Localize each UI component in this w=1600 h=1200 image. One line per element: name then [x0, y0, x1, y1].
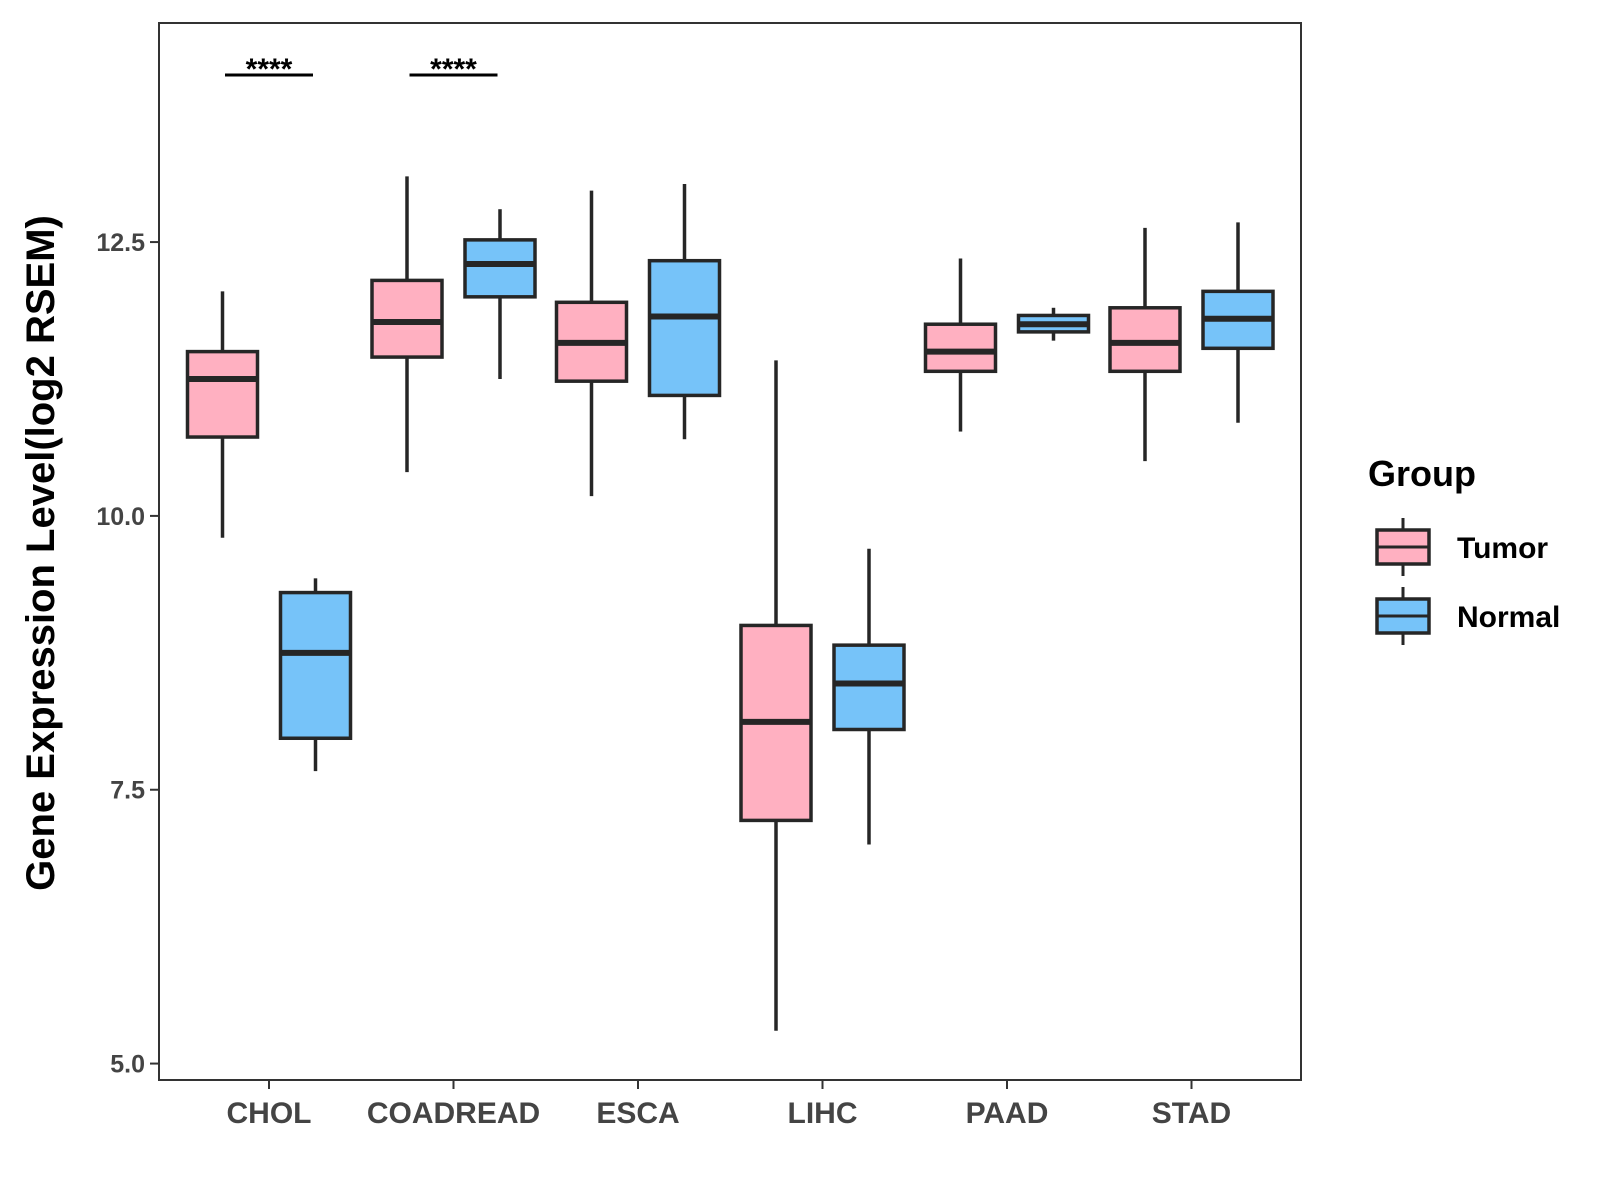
x-tick-label: ESCA	[596, 1097, 679, 1130]
significance-label: ****	[246, 53, 293, 86]
x-tick-label: CHOL	[227, 1097, 312, 1130]
box-normal-esca	[647, 184, 722, 440]
box-body	[832, 643, 906, 732]
box-tumor-stad	[1108, 227, 1182, 462]
x-tick-label: PAAD	[966, 1097, 1049, 1130]
box-body	[278, 590, 353, 741]
box-tumor-coadread	[370, 176, 444, 473]
x-tick-label: STAD	[1152, 1097, 1231, 1130]
legend: Group Tumor Normal	[1368, 453, 1560, 645]
legend-item-normal: Normal	[1375, 587, 1560, 645]
box-tumor-chol	[185, 291, 260, 538]
significance-label: ****	[430, 53, 477, 86]
y-tick-label: 10.0	[96, 503, 145, 531]
x-tick-label: COADREAD	[367, 1097, 540, 1130]
box-body	[463, 238, 537, 299]
box-tumor-paad	[923, 258, 998, 432]
box-normal-coadread	[463, 209, 537, 379]
legend-label: Normal	[1457, 601, 1560, 634]
box-body	[647, 258, 722, 398]
box-normal-chol	[278, 578, 353, 772]
box-layer	[185, 176, 1275, 1031]
x-axis: CHOL COADREAD ESCA LIHC PAAD STAD	[227, 1080, 1231, 1130]
x-tick-label: LIHC	[788, 1097, 858, 1130]
box-tumor-lihc	[739, 360, 813, 1031]
box-body	[370, 278, 444, 359]
legend-item-tumor: Tumor	[1375, 518, 1548, 576]
box-body	[923, 322, 998, 374]
box-tumor-esca	[554, 190, 629, 497]
legend-title: Group	[1368, 453, 1476, 494]
y-axis-title: Gene Expression Level(log2 RSEM)	[19, 215, 63, 891]
panel-border	[158, 22, 1302, 1081]
box-normal-stad	[1201, 222, 1275, 423]
box-normal-paad	[1016, 307, 1091, 341]
y-tick-label: 7.5	[110, 777, 145, 805]
box-body	[1108, 306, 1182, 374]
legend-label: Tumor	[1457, 532, 1548, 565]
y-tick-label: 5.0	[110, 1051, 145, 1079]
significance-annotations: **** ****	[225, 53, 498, 86]
y-tick-label: 12.5	[96, 229, 145, 257]
box-body	[185, 349, 260, 439]
box-normal-lihc	[832, 548, 906, 845]
y-axis: 5.0 7.5 10.0 12.5	[96, 229, 159, 1079]
